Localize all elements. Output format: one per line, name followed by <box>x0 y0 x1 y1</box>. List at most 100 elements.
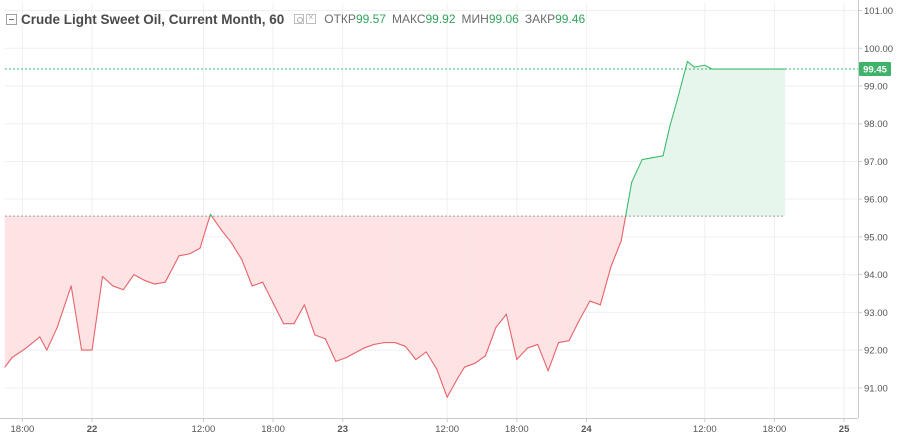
high-label: МАКС <box>391 12 426 26</box>
down-fill-segment <box>589 215 601 306</box>
down-fill-segment <box>516 215 528 361</box>
down-line-segment <box>464 362 476 368</box>
up-fill-segment <box>676 61 688 217</box>
down-line-segment <box>373 341 386 345</box>
open-label: ОТКР <box>324 12 356 26</box>
down-line-segment <box>495 313 507 329</box>
up-line-segment <box>693 64 706 68</box>
down-line-segment <box>345 353 354 359</box>
axes <box>0 0 859 419</box>
down-fill-segment <box>283 215 295 324</box>
up-line-segment <box>676 60 688 102</box>
down-fill-segment <box>325 215 337 362</box>
high-value: 99.92 <box>425 12 456 26</box>
down-fill-segment <box>178 215 190 257</box>
down-line-segment <box>324 338 337 362</box>
down-fill-segment <box>600 215 612 305</box>
y-tick-label: 94.00 <box>864 270 888 281</box>
down-line-segment <box>70 285 83 351</box>
down-fill-segment <box>251 215 263 287</box>
x-axis-ticks[interactable]: 18:00 22 12:00 18:00 23 12:00 18:00 24 12:00 18:0… <box>11 418 851 435</box>
down-line-segment <box>620 215 627 242</box>
up-fill-segment <box>756 68 768 217</box>
grid-lines <box>5 3 858 418</box>
down-fill-segment <box>123 215 135 291</box>
down-line-segment <box>352 347 365 355</box>
y-tick-label: 97.00 <box>864 157 888 168</box>
down-fill-segment <box>4 215 13 368</box>
down-line-segment <box>122 274 135 291</box>
up-fill-segment <box>767 68 779 217</box>
x-tick-label: 25 <box>839 424 850 435</box>
down-fill-segment <box>363 215 375 349</box>
down-line-segment <box>46 326 58 351</box>
up-fill-segment <box>746 68 758 217</box>
down-fill-segment <box>415 215 427 361</box>
down-line-segment <box>335 357 347 362</box>
settings-icon[interactable] <box>294 14 305 24</box>
down-line-segment <box>404 345 417 361</box>
down-line-segment <box>262 281 274 304</box>
up-line-segment <box>669 100 678 127</box>
down-line-segment <box>314 334 326 340</box>
up-line-segment <box>209 213 213 217</box>
x-tick-label: 18:00 <box>261 424 285 435</box>
y-axis-ticks[interactable]: 91.00 92.00 93.00 94.00 95.00 96.00 97.00 98.00… <box>858 6 893 394</box>
down-fill-segment <box>56 215 72 328</box>
down-line-segment <box>363 343 375 349</box>
down-line-segment <box>505 313 518 361</box>
down-fill-segment <box>70 215 82 351</box>
down-fill-segment <box>39 215 48 351</box>
down-line-segment <box>610 240 622 268</box>
open-value: 99.57 <box>355 12 386 26</box>
x-tick-label: 12:00 <box>435 424 459 435</box>
down-line-segment <box>101 275 114 287</box>
down-fill-segment <box>304 215 316 336</box>
down-line-segment <box>39 336 48 351</box>
down-line-segment <box>568 319 581 342</box>
down-line-segment <box>474 355 487 364</box>
down-fill-segment <box>485 215 497 356</box>
up-line-segment <box>652 155 664 159</box>
x-tick-label: 22 <box>87 424 98 435</box>
x-tick-label: 23 <box>337 424 348 435</box>
up-line-segment <box>641 157 654 161</box>
down-fill-segment <box>262 215 274 304</box>
down-fill-segment <box>446 215 458 399</box>
down-fill-segment <box>231 215 243 261</box>
down-fill-segment <box>352 215 364 355</box>
down-fill-segment <box>495 215 507 329</box>
low-label: МИН <box>461 12 489 26</box>
close-icon[interactable] <box>306 12 317 24</box>
up-fill-segment <box>704 64 713 217</box>
x-tick-label: 18:00 <box>11 424 35 435</box>
collapse-icon[interactable] <box>6 13 17 25</box>
close-label: ЗАКР <box>524 12 556 26</box>
area-fill <box>4 60 786 399</box>
down-fill-segment <box>25 215 41 349</box>
down-fill-segment <box>405 215 417 361</box>
down-line-segment <box>133 274 145 281</box>
y-tick-label: 91.00 <box>864 383 888 394</box>
y-tick-label: 93.00 <box>864 308 888 319</box>
down-fill-segment <box>241 215 253 287</box>
down-line-segment <box>446 377 459 398</box>
down-fill-segment <box>526 215 538 349</box>
close-value: 99.46 <box>555 12 586 26</box>
down-fill-segment <box>384 215 396 343</box>
up-fill-segment <box>694 64 706 217</box>
down-line-segment <box>436 368 448 398</box>
down-line-segment <box>251 281 264 287</box>
down-fill-segment <box>133 215 145 281</box>
y-tick-label: 92.00 <box>864 346 888 357</box>
down-line-segment <box>516 347 528 361</box>
down-line-segment <box>188 247 201 255</box>
up-line-segment <box>686 60 695 68</box>
down-line-segment <box>394 341 406 347</box>
down-fill-segment <box>335 215 347 362</box>
down-line-segment <box>91 275 104 351</box>
down-line-segment <box>425 351 438 370</box>
down-fill-segment <box>102 215 114 287</box>
down-fill-segment <box>91 215 103 351</box>
